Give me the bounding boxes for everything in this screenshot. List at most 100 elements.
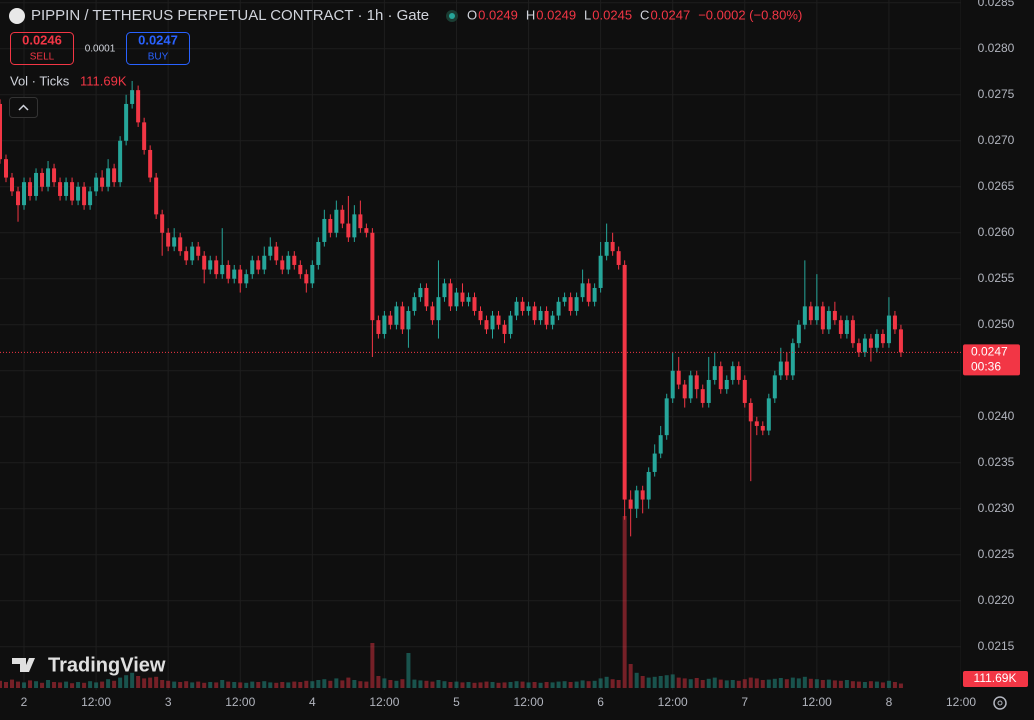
candle-body xyxy=(688,375,693,399)
candle-body xyxy=(40,172,45,187)
sell-button[interactable] xyxy=(10,32,74,65)
last-price-badge xyxy=(963,344,1020,376)
candle-body xyxy=(382,315,387,334)
volume-bar xyxy=(700,680,705,688)
volume-bar xyxy=(196,681,201,688)
candle-body xyxy=(28,182,33,196)
candle-body xyxy=(4,159,9,178)
candle-body xyxy=(556,301,561,316)
ohlc-key: L xyxy=(584,7,591,22)
buy-button[interactable] xyxy=(126,32,190,65)
volume-bar xyxy=(382,678,387,688)
candle-body xyxy=(394,306,399,325)
volume-bar xyxy=(358,681,363,688)
candle-body xyxy=(358,214,363,229)
volume-bar xyxy=(628,664,633,688)
volume-bar xyxy=(790,677,795,688)
volume-bar xyxy=(136,676,141,688)
volume-bar xyxy=(688,679,693,688)
candle-body xyxy=(136,90,141,123)
volume-bar xyxy=(322,679,327,688)
volume-bar xyxy=(430,681,435,688)
volume-bar xyxy=(856,681,861,688)
ohlc-value: 0.0249 xyxy=(536,7,576,22)
volume-bar xyxy=(178,682,183,688)
candle-body xyxy=(658,435,663,454)
candle-body xyxy=(634,490,639,509)
candle-body xyxy=(220,264,225,275)
volume-bar xyxy=(862,682,867,688)
settings-icon[interactable] xyxy=(993,696,1007,710)
candle-body xyxy=(622,264,627,500)
volume-bar xyxy=(880,682,885,688)
x-tick-label: 12:00 xyxy=(514,695,544,709)
candle-body xyxy=(580,283,585,298)
x-tick-label: 12:00 xyxy=(225,695,255,709)
volume-bar xyxy=(466,682,471,688)
candle-body xyxy=(94,177,99,192)
volume-bar xyxy=(652,676,657,688)
candle-body xyxy=(646,471,651,500)
candle-body xyxy=(376,320,381,334)
volume-bar xyxy=(172,681,177,688)
candle-body xyxy=(22,182,27,206)
candle-body xyxy=(328,218,333,233)
candle-body xyxy=(208,260,213,270)
volume-bar xyxy=(748,677,753,688)
candle-body xyxy=(484,320,489,330)
candle-body xyxy=(406,310,411,330)
volume-bar xyxy=(328,680,333,688)
candle-body xyxy=(784,361,789,376)
volume-bar xyxy=(250,681,255,688)
y-tick-label: 0.0270 xyxy=(978,133,1015,147)
volume-bar xyxy=(706,678,711,688)
candle-body xyxy=(442,283,447,298)
candle-body xyxy=(898,329,903,353)
symbol-title: PIPPIN / TETHERUS PERPETUAL CONTRACT · 1… xyxy=(31,7,429,24)
countdown: 00:36 xyxy=(971,360,1001,374)
candle-body xyxy=(538,310,543,321)
candle-body xyxy=(616,251,621,265)
candle-body xyxy=(148,149,153,178)
candle-body xyxy=(100,177,105,187)
candle-body xyxy=(700,389,705,403)
volume-bar xyxy=(802,676,807,688)
volume-bar xyxy=(742,679,747,688)
volume-bar xyxy=(544,682,549,688)
volume-bar xyxy=(64,681,69,688)
candle-body xyxy=(724,379,729,390)
volume-bar xyxy=(268,682,273,688)
volume-bar xyxy=(184,681,189,688)
x-tick-label: 12:00 xyxy=(369,695,399,709)
volume-bar xyxy=(778,678,783,688)
volume-bar xyxy=(442,681,447,688)
x-tick-label: 7 xyxy=(741,695,748,709)
volume-bar xyxy=(16,681,21,688)
candle-body xyxy=(718,366,723,390)
x-tick-label: 12:00 xyxy=(946,695,976,709)
volume-bar xyxy=(664,675,669,688)
volume-bar xyxy=(574,681,579,688)
candle-body xyxy=(250,260,255,275)
volume-bar xyxy=(640,676,645,688)
candle-body xyxy=(160,214,165,233)
candle-body xyxy=(604,241,609,256)
candle-body xyxy=(412,297,417,311)
collapse-icon xyxy=(18,104,29,111)
volume-bar xyxy=(892,682,897,688)
candle-body xyxy=(112,168,117,183)
collapse-button[interactable] xyxy=(9,97,38,118)
axes: 0.0215 0.0220 0.0225 0.0230 0.0235 0.0240 0.02… xyxy=(21,0,1028,709)
candle-body xyxy=(514,301,519,316)
candle-body xyxy=(118,140,123,183)
candle-body xyxy=(862,338,867,353)
volume-bar xyxy=(550,682,555,688)
volume-bar xyxy=(286,682,291,688)
candle-body xyxy=(202,255,207,270)
candle-body xyxy=(268,246,273,256)
candle-body xyxy=(34,172,39,196)
volume-bar xyxy=(394,680,399,688)
candle-body xyxy=(592,287,597,302)
volume-bar xyxy=(166,680,171,688)
